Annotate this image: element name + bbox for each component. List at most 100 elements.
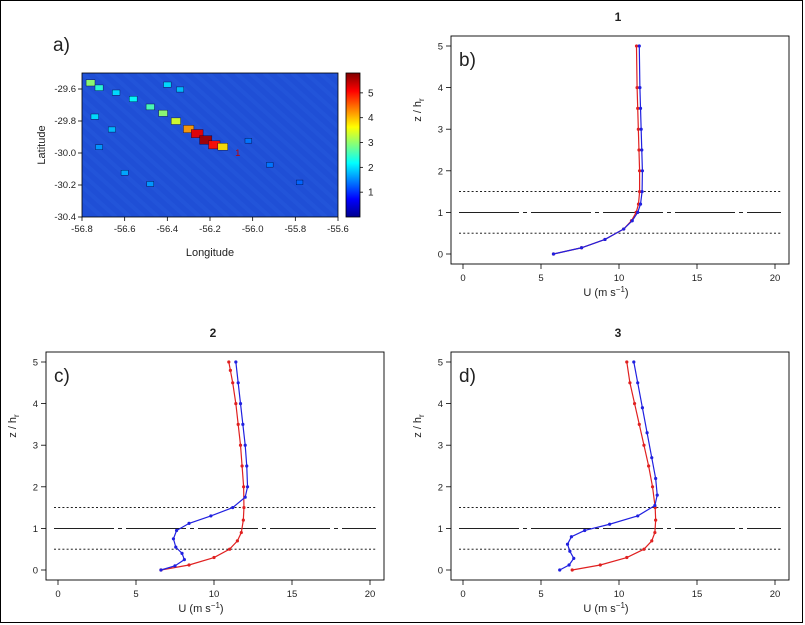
y-tick-label-d: 2 bbox=[438, 482, 443, 493]
heatmap-texture-stripe bbox=[150, 73, 314, 217]
heatmap-cell bbox=[129, 96, 138, 102]
x-tick-label-c: 5 bbox=[133, 589, 138, 600]
heatmap-y-tick-label: -29.6 bbox=[54, 84, 76, 95]
series-point-c-1 bbox=[228, 368, 232, 372]
heatmap-texture-stripe bbox=[390, 73, 550, 217]
series-point-c-2 bbox=[174, 528, 179, 533]
series-point-d-1 bbox=[654, 518, 658, 522]
heatmap-cell bbox=[163, 81, 172, 88]
y-axis-label-b: z / hr bbox=[412, 98, 426, 122]
series-point-c-1 bbox=[242, 485, 246, 489]
heatmap-texture-stripe bbox=[82, 145, 160, 217]
heatmap-texture-stripe bbox=[234, 73, 338, 168]
series-point-d-2 bbox=[569, 535, 574, 539]
series-point-c-1 bbox=[227, 360, 231, 364]
series-point-c-1 bbox=[238, 443, 243, 447]
heatmap-texture-stripe bbox=[474, 73, 634, 217]
heatmap-x-tick-label: -55.6 bbox=[327, 224, 349, 235]
series-point-b-1 bbox=[636, 106, 640, 110]
series-point-c-2 bbox=[241, 422, 245, 426]
series-point-d-2 bbox=[583, 528, 587, 533]
series-point-c-2 bbox=[238, 402, 243, 406]
heatmap-texture-stripe bbox=[404, 73, 564, 217]
heatmap-texture-stripe bbox=[304, 73, 338, 105]
heatmap-texture-stripe bbox=[82, 73, 244, 217]
heatmap-cell bbox=[85, 79, 96, 87]
series-point-c-2 bbox=[236, 381, 240, 385]
series-point-c-1 bbox=[228, 547, 232, 551]
panel-label-c: c) bbox=[54, 366, 70, 387]
series-point-d-1 bbox=[625, 360, 629, 364]
series-point-c-2 bbox=[243, 495, 247, 499]
y-tick-label-d: 0 bbox=[438, 566, 443, 577]
series-point-d-2 bbox=[632, 360, 636, 364]
x-axis-label-d: U (m s−1) bbox=[583, 601, 628, 615]
series-point-d-2 bbox=[636, 381, 640, 385]
heatmap-texture-stripe bbox=[432, 73, 592, 217]
series-point-d-2 bbox=[558, 568, 562, 572]
x-tick-label-d: 0 bbox=[460, 589, 465, 600]
y-tick-label-d: 1 bbox=[438, 524, 443, 535]
heatmap-y-tick-label: -30.0 bbox=[54, 148, 76, 159]
heatmap-texture-stripe bbox=[178, 73, 338, 217]
series-point-d-2 bbox=[572, 556, 576, 560]
heatmap-texture-stripe bbox=[488, 73, 648, 217]
heatmap-y-tick-label: -30.4 bbox=[54, 212, 76, 223]
series-point-c-2 bbox=[182, 558, 186, 562]
series-point-d-1 bbox=[650, 485, 655, 489]
heatmap-cell bbox=[120, 169, 129, 176]
colorbar-tick-label: 1 bbox=[368, 188, 374, 199]
series-point-b-2 bbox=[630, 219, 634, 223]
series-point-c-2 bbox=[209, 514, 213, 518]
heatmap-texture-stripe bbox=[376, 73, 536, 217]
series-point-c-1 bbox=[241, 518, 245, 522]
series-point-d-1 bbox=[642, 547, 646, 551]
series-point-d-2 bbox=[654, 476, 658, 481]
series-point-d-1 bbox=[598, 563, 602, 567]
series-point-c-2 bbox=[171, 537, 176, 541]
x-tick-label-d: 5 bbox=[538, 589, 543, 600]
y-tick-label-c: 2 bbox=[33, 482, 38, 493]
y-tick-label-b: 2 bbox=[438, 166, 443, 177]
series-point-d-1 bbox=[637, 422, 641, 426]
heatmap-texture-stripe bbox=[362, 73, 522, 217]
y-tick-label-b: 4 bbox=[438, 83, 443, 94]
series-point-b-2 bbox=[638, 106, 643, 110]
series-point-c-2 bbox=[180, 551, 184, 555]
heatmap-texture-stripe bbox=[82, 108, 202, 217]
heatmap-texture-stripe bbox=[446, 73, 606, 217]
y-tick-label-b: 3 bbox=[438, 125, 443, 136]
series-point-c-2 bbox=[173, 564, 177, 568]
heatmap-cell bbox=[145, 103, 155, 111]
colorbar-tick-label: 4 bbox=[368, 113, 374, 124]
series-point-c-2 bbox=[174, 545, 178, 549]
panel-label-a: a) bbox=[53, 35, 70, 56]
series-point-c-2 bbox=[234, 360, 238, 364]
heatmap-texture-stripe bbox=[82, 133, 174, 217]
plot-frame-b bbox=[450, 35, 790, 265]
series-point-b-1 bbox=[637, 169, 642, 173]
heatmap-cells bbox=[85, 79, 304, 187]
series-point-c-2 bbox=[245, 464, 249, 468]
heatmap-cell bbox=[94, 84, 104, 91]
x-tick-label-b: 10 bbox=[614, 273, 625, 284]
series-line-d-1 bbox=[572, 361, 657, 571]
heatmap-texture-stripe bbox=[82, 171, 132, 217]
plot-frame-d bbox=[450, 351, 790, 581]
site-annotation: 1 bbox=[235, 148, 240, 159]
series-point-d-1 bbox=[653, 530, 657, 535]
y-tick-label-b: 1 bbox=[438, 208, 443, 219]
heatmap-texture-stripe bbox=[122, 73, 286, 217]
heatmap-x-tick-label: -55.8 bbox=[285, 224, 307, 235]
series-point-b-2 bbox=[637, 44, 641, 48]
heatmap-cell bbox=[217, 143, 228, 151]
series-point-c-1 bbox=[239, 530, 243, 535]
heatmap-texture-stripe bbox=[460, 73, 620, 217]
plot-title-d: 3 bbox=[615, 326, 622, 340]
heatmap-x-tick-label: -56.8 bbox=[71, 224, 93, 235]
series-point-d-1 bbox=[650, 539, 654, 543]
series-point-b-2 bbox=[603, 237, 607, 242]
series-point-c-1 bbox=[212, 555, 216, 560]
x-tick-label-b: 5 bbox=[538, 273, 543, 284]
